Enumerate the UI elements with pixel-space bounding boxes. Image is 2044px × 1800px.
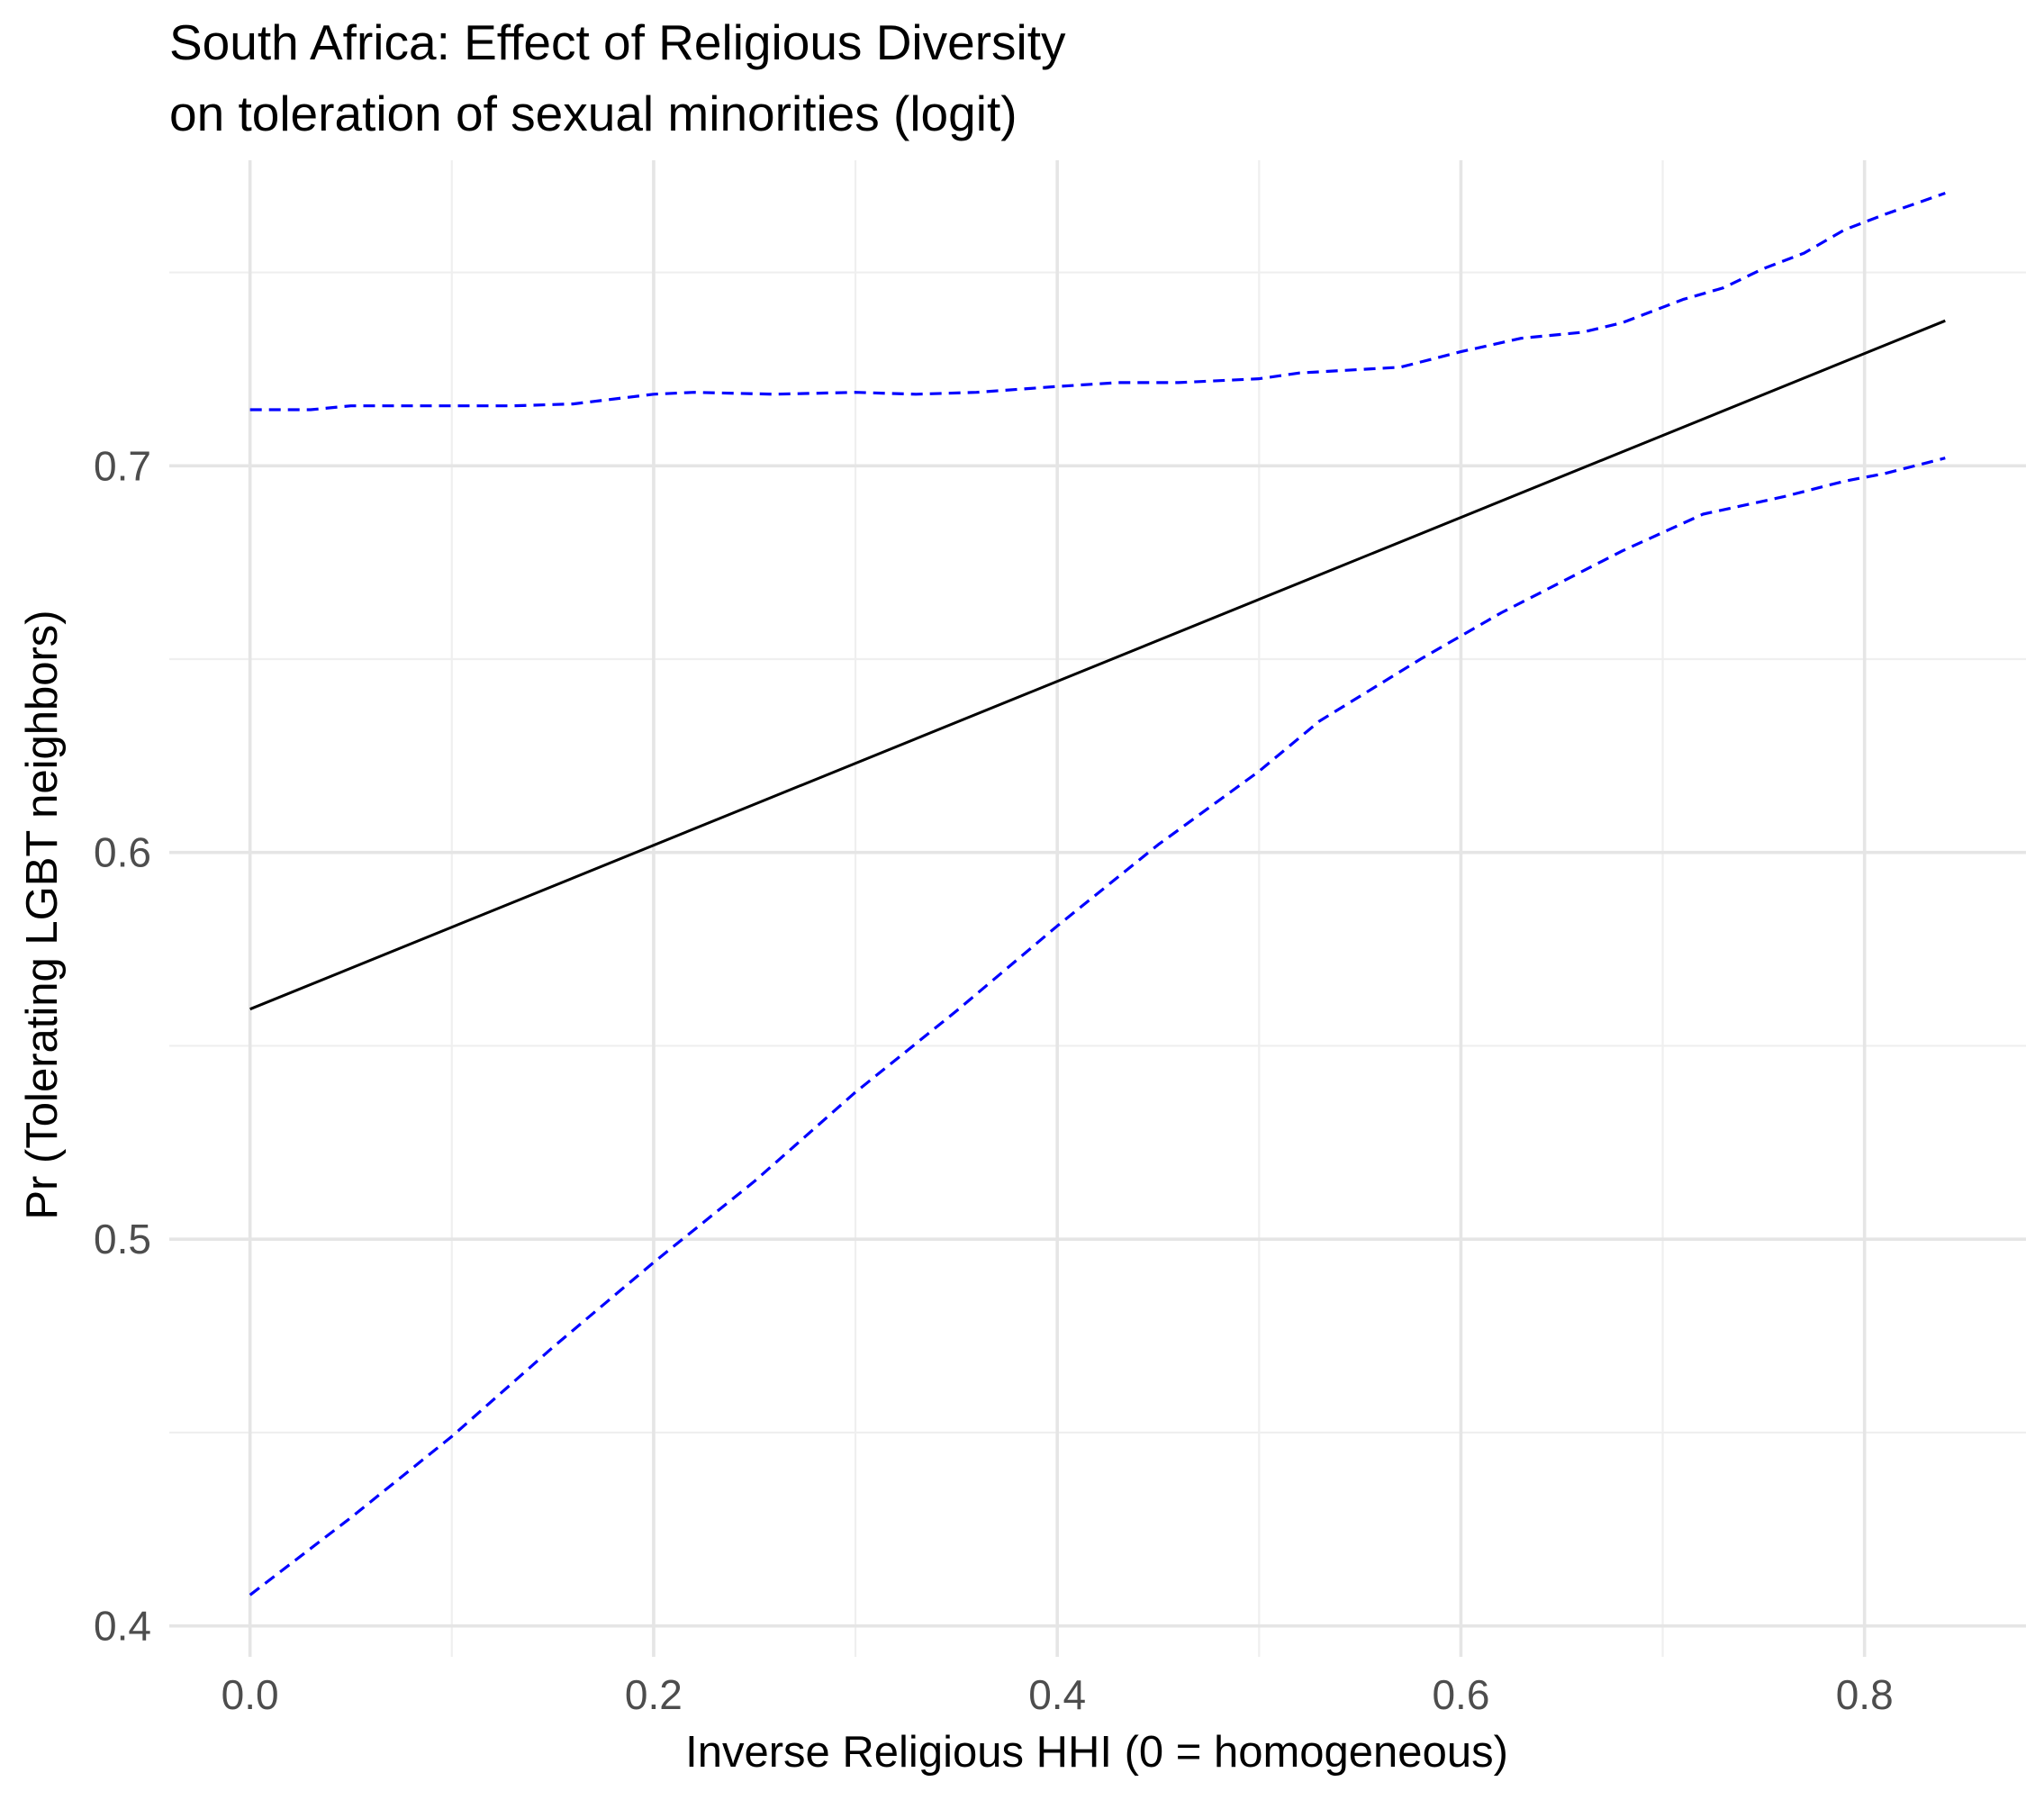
x-tick-label: 0.8 — [1836, 1671, 1894, 1718]
x-tick-label: 0.2 — [625, 1671, 683, 1718]
tick-labels: 0.0 0.2 0.4 0.6 0.8 0.4 0.5 0.6 0.7 — [94, 442, 1894, 1718]
y-tick-label: 0.4 — [94, 1603, 151, 1650]
prediction-line — [249, 319, 1946, 1011]
y-tick-label: 0.5 — [94, 1216, 151, 1262]
chart-title: South Africa: Effect of Religious Divers… — [169, 14, 1066, 70]
chart-subtitle: on toleration of sexual minorities (logi… — [169, 86, 1017, 141]
series-group — [249, 191, 1946, 1596]
upper-ci-line — [249, 191, 1946, 412]
x-tick-label: 0.0 — [222, 1671, 279, 1718]
x-axis-title: Inverse Religious HHI (0 = homogeneous) — [685, 1728, 1508, 1777]
y-tick-label: 0.6 — [94, 829, 151, 876]
lower-ci-line — [249, 457, 1946, 1596]
y-axis-title: Pr (Tolerating LGBT neighbors) — [18, 610, 67, 1219]
grid — [169, 160, 2026, 1657]
x-tick-label: 0.4 — [1028, 1671, 1086, 1718]
y-tick-label: 0.7 — [94, 442, 151, 489]
x-tick-label: 0.6 — [1432, 1671, 1489, 1718]
